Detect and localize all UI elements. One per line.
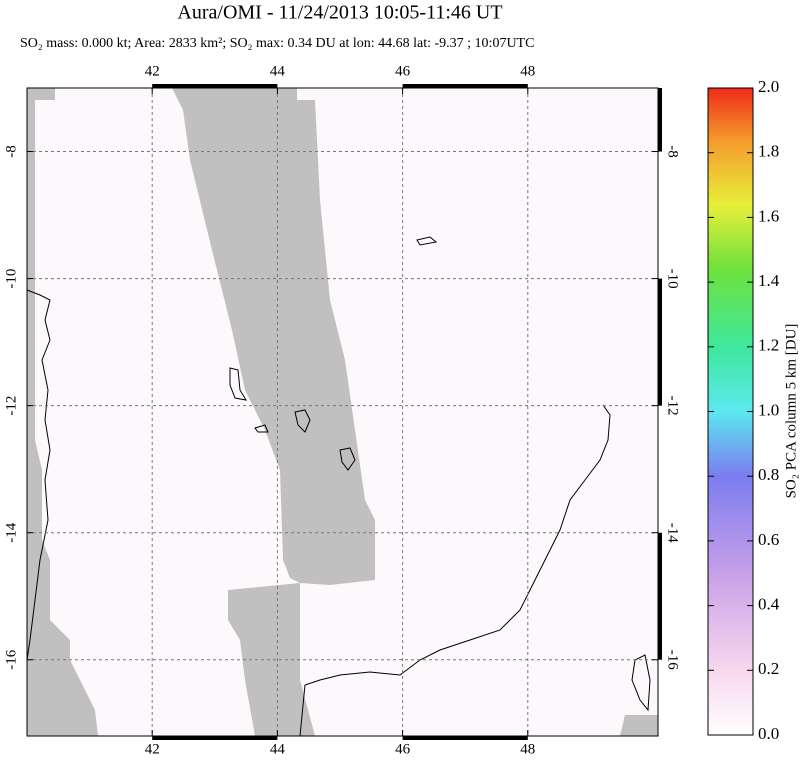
colorbar-tick-label: 1.0 bbox=[758, 400, 779, 419]
coastlines bbox=[26, 236, 651, 737]
frame-segment bbox=[152, 736, 278, 740]
lon-tick-label: 44 bbox=[270, 63, 286, 79]
colorbar bbox=[707, 87, 754, 736]
subtitle: SO₂ mass: 0.000 kt; Area: 2833 km²; SO₂ … bbox=[20, 36, 534, 51]
colorbar-tick-label: 0.4 bbox=[758, 595, 780, 614]
frame-segment bbox=[658, 532, 662, 660]
no-data-region bbox=[228, 583, 315, 736]
lon-tick-label: 46 bbox=[395, 63, 411, 79]
colorbar-tick-label: 1.2 bbox=[758, 336, 779, 355]
colorbar-tick-label: 1.6 bbox=[758, 206, 779, 225]
colorbar-tick-label: 0.0 bbox=[758, 724, 779, 743]
colorbar-label: SO₂ PCA column 5 km [DU] bbox=[783, 324, 799, 499]
no-data-region bbox=[620, 715, 658, 736]
frame-segment bbox=[402, 736, 528, 740]
lat-tick-label: -14 bbox=[665, 523, 681, 543]
lon-tick-label: 44 bbox=[270, 741, 286, 757]
colorbar-tick-label: 2.0 bbox=[758, 77, 779, 96]
frame-segment bbox=[152, 84, 278, 88]
lat-tick-label: -10 bbox=[665, 269, 681, 289]
lon-tick-label: 48 bbox=[520, 63, 535, 79]
map bbox=[26, 88, 658, 737]
frame-segment bbox=[402, 84, 528, 88]
lon-tick-label: 42 bbox=[145, 63, 160, 79]
colorbar-tick-label: 1.8 bbox=[758, 142, 779, 161]
no-data-region bbox=[27, 88, 98, 736]
title: Aura/OMI - 11/24/2013 10:05-11:46 UT bbox=[177, 2, 502, 24]
lat-tick-label: -16 bbox=[3, 649, 19, 669]
lat-tick-label: -16 bbox=[665, 650, 681, 670]
lat-tick-label: -8 bbox=[3, 145, 19, 158]
frame-segment bbox=[658, 88, 662, 152]
lon-tick-label: 42 bbox=[145, 741, 160, 757]
map-frame bbox=[26, 87, 659, 737]
lat-tick-label: -12 bbox=[3, 396, 19, 416]
colorbar-tick-label: 0.6 bbox=[758, 530, 779, 549]
frame-segment bbox=[658, 278, 662, 406]
lon-tick-label: 48 bbox=[520, 741, 535, 757]
no-data-region bbox=[172, 88, 375, 585]
lat-tick-label: -12 bbox=[665, 396, 681, 416]
colorbar-tick-label: 0.2 bbox=[758, 659, 779, 678]
lat-tick-label: -10 bbox=[3, 269, 19, 289]
lat-tick-label: -14 bbox=[3, 522, 19, 542]
colorbar-tick-label: 1.4 bbox=[758, 271, 780, 290]
lon-tick-label: 46 bbox=[395, 741, 411, 757]
colorbar-tick-label: 0.8 bbox=[758, 465, 779, 484]
lat-tick-label: -8 bbox=[665, 145, 681, 158]
